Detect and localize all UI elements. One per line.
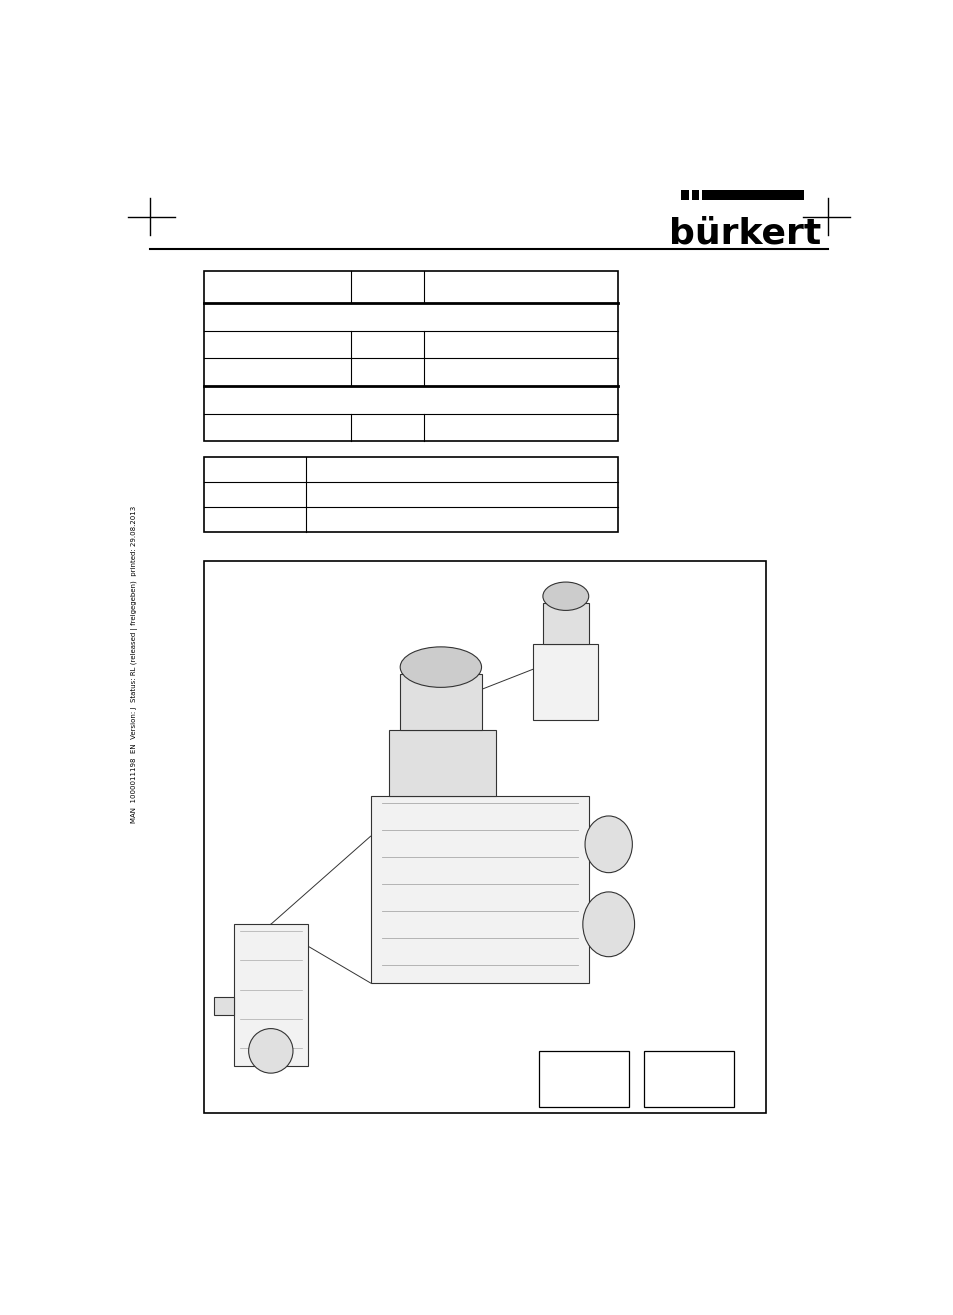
Ellipse shape <box>400 647 481 688</box>
Bar <box>389 730 496 796</box>
Bar <box>538 1051 629 1106</box>
Bar <box>688 191 691 200</box>
Bar <box>643 1051 734 1106</box>
Text: bürkert: bürkert <box>669 217 821 251</box>
Bar <box>204 456 618 533</box>
Bar <box>213 997 233 1015</box>
Ellipse shape <box>582 892 634 957</box>
Bar <box>533 644 598 719</box>
Bar <box>542 604 588 644</box>
Text: MAN  1000011198  EN  Version: J  Status: RL (released | freigegeben)  printed: 2: MAN 1000011198 EN Version: J Status: RL … <box>131 505 137 823</box>
Bar <box>400 675 481 730</box>
Bar <box>680 191 803 200</box>
Bar <box>370 796 588 984</box>
Ellipse shape <box>542 583 588 610</box>
Ellipse shape <box>584 815 632 873</box>
Bar <box>204 560 765 1112</box>
Bar <box>699 191 701 200</box>
Ellipse shape <box>249 1028 293 1073</box>
Bar <box>204 271 618 442</box>
Bar <box>233 924 308 1066</box>
